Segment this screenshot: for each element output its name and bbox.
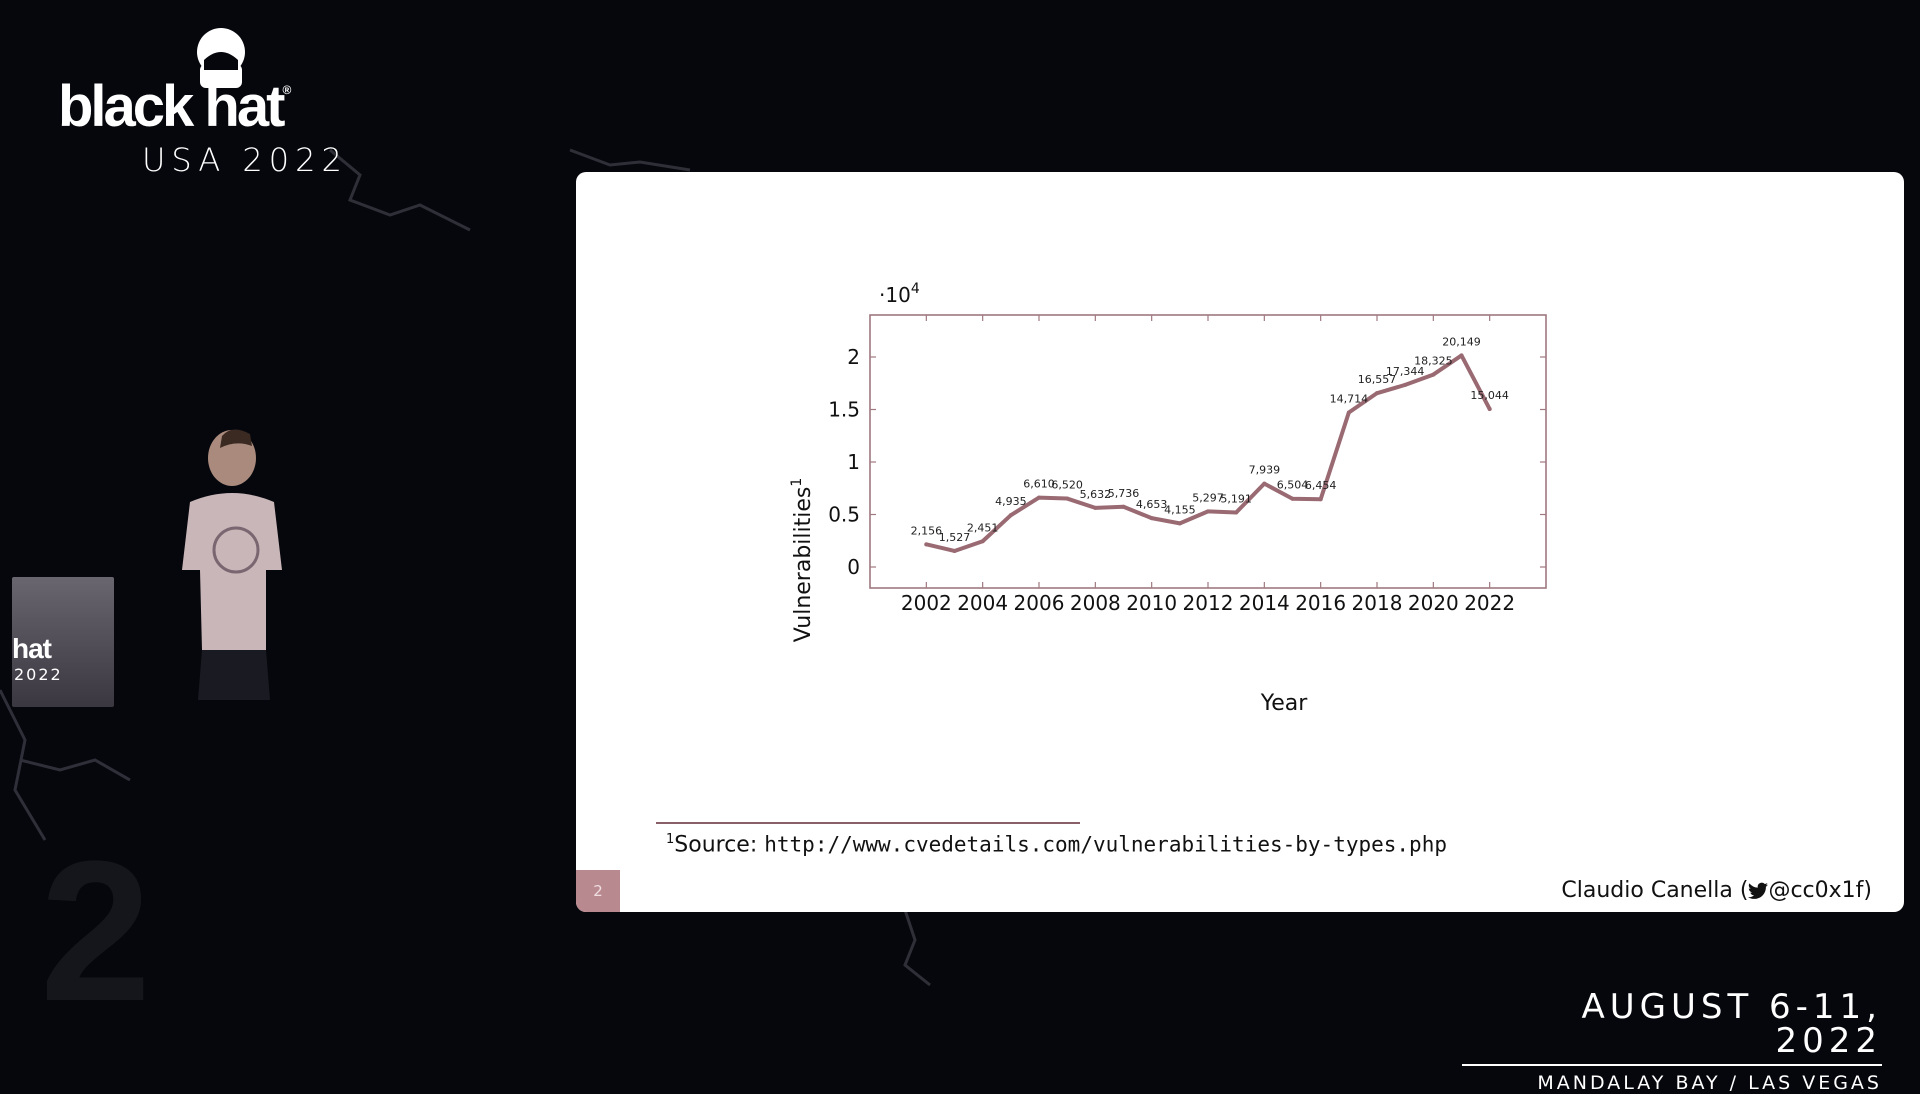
author-credit: Claudio Canella ( @cc0x1f) — [1561, 878, 1872, 903]
twitter-bird-icon — [1748, 882, 1769, 899]
data-point — [1318, 497, 1323, 502]
y-tick-label: 1 — [847, 450, 860, 474]
y-axis-label-superscript: 1 — [789, 478, 805, 487]
data-label: 17,344 — [1386, 365, 1425, 378]
y-tick-label: 0.5 — [828, 503, 860, 527]
source-url[interactable]: http://www.cvedetails.com/vulnerabilitie… — [764, 832, 1447, 857]
data-point — [1121, 504, 1126, 509]
logo-edition: USA 2022 — [142, 141, 348, 179]
source-footnote: 1Source: http://www.cvedetails.com/vulne… — [666, 832, 1447, 857]
data-label: 6,454 — [1305, 479, 1337, 492]
data-point — [924, 542, 929, 547]
data-point — [1234, 510, 1239, 515]
page-number: 2 — [576, 870, 620, 912]
x-tick-label: 2016 — [1295, 591, 1346, 615]
data-label: 5,736 — [1108, 487, 1140, 500]
data-point — [1093, 505, 1098, 510]
x-axis-label: Year — [1260, 691, 1309, 716]
data-point — [980, 539, 985, 544]
data-label: 4,653 — [1136, 498, 1168, 511]
data-point — [1149, 516, 1154, 521]
svg-text:2: 2 — [40, 820, 151, 1043]
x-tick-label: 2020 — [1408, 591, 1459, 615]
data-point — [1065, 496, 1070, 501]
x-tick-label: 2018 — [1352, 591, 1403, 615]
data-point — [1459, 353, 1464, 358]
x-tick-label: 2002 — [901, 591, 952, 615]
data-label: 6,520 — [1051, 479, 1083, 492]
data-point — [1403, 382, 1408, 387]
data-point — [952, 548, 957, 553]
data-label: 16,557 — [1358, 373, 1397, 386]
y-tick-label: 1.5 — [828, 398, 860, 422]
event-dates: AUGUST 6-11, 2022 — [1462, 990, 1882, 1066]
data-label: 14,714 — [1330, 393, 1369, 406]
data-label: 2,451 — [967, 521, 999, 534]
data-label: 5,297 — [1192, 491, 1224, 504]
y-multiplier: ·104 — [879, 281, 920, 307]
black-hat-head-icon — [197, 28, 245, 88]
data-point — [1431, 372, 1436, 377]
y-axis-label: Vulnerabilities1 — [789, 478, 816, 643]
x-tick-label: 2010 — [1126, 591, 1177, 615]
author-name: Claudio Canella ( — [1561, 878, 1749, 903]
data-label: 4,935 — [995, 495, 1027, 508]
x-tick-label: 2004 — [957, 591, 1008, 615]
data-point — [1262, 481, 1267, 486]
footnote-rule — [656, 822, 1080, 824]
data-label: 18,325 — [1414, 355, 1453, 368]
footnote-marker: 1 — [666, 832, 675, 847]
y-multiplier-exponent: 4 — [911, 281, 920, 297]
vulnerabilities-line-chart: ·104 2002 2004 2006 2008 2010 2012 2014 2016 201… — [789, 281, 1547, 716]
event-venue: MANDALAY BAY / LAS VEGAS — [1537, 1072, 1882, 1094]
black-hat-logo: black hat® USA 2022 — [58, 22, 398, 176]
data-point — [1206, 509, 1210, 514]
data-label: 2,156 — [911, 524, 943, 537]
x-tick-label: 2006 — [1014, 591, 1065, 615]
footnote-prefix: Source: — [674, 832, 765, 858]
data-label: 1,527 — [939, 531, 971, 544]
data-label: 4,155 — [1164, 503, 1196, 516]
data-point — [1346, 410, 1351, 415]
data-point — [1037, 495, 1041, 500]
speaker-figure — [182, 429, 282, 700]
data-label: 7,939 — [1249, 464, 1281, 477]
podium: hat 2022 — [12, 577, 114, 707]
data-label: 20,149 — [1442, 335, 1481, 348]
data-point — [1290, 496, 1295, 501]
x-tick-label: 2012 — [1183, 591, 1234, 615]
y-tick-label: 2 — [847, 345, 860, 369]
data-label: 6,610 — [1023, 478, 1055, 491]
data-point — [1487, 407, 1492, 412]
data-label: 5,632 — [1080, 488, 1112, 501]
event-info: AUGUST 6-11, 2022 MANDALAY BAY / LAS VEG… — [1462, 990, 1882, 1094]
y-tick-label: 0 — [847, 555, 860, 579]
x-tick-label: 2014 — [1239, 591, 1290, 615]
data-point — [1177, 521, 1182, 526]
author-handle: @cc0x1f) — [1768, 878, 1872, 903]
podium-year: 2022 — [14, 665, 63, 684]
podium-logo-text: hat — [12, 633, 52, 664]
logo-wordmark: black hat® — [58, 74, 292, 139]
data-point — [1008, 513, 1013, 518]
data-label: 5,191 — [1220, 492, 1252, 505]
presentation-slide: ·104 2002 2004 2006 2008 2010 2012 2014 2016 201… — [576, 172, 1904, 912]
data-point — [1375, 391, 1379, 396]
data-label: 15,044 — [1470, 389, 1509, 402]
x-tick-label: 2022 — [1464, 591, 1515, 615]
data-label: 6,504 — [1277, 479, 1309, 492]
x-tick-label: 2008 — [1070, 591, 1121, 615]
